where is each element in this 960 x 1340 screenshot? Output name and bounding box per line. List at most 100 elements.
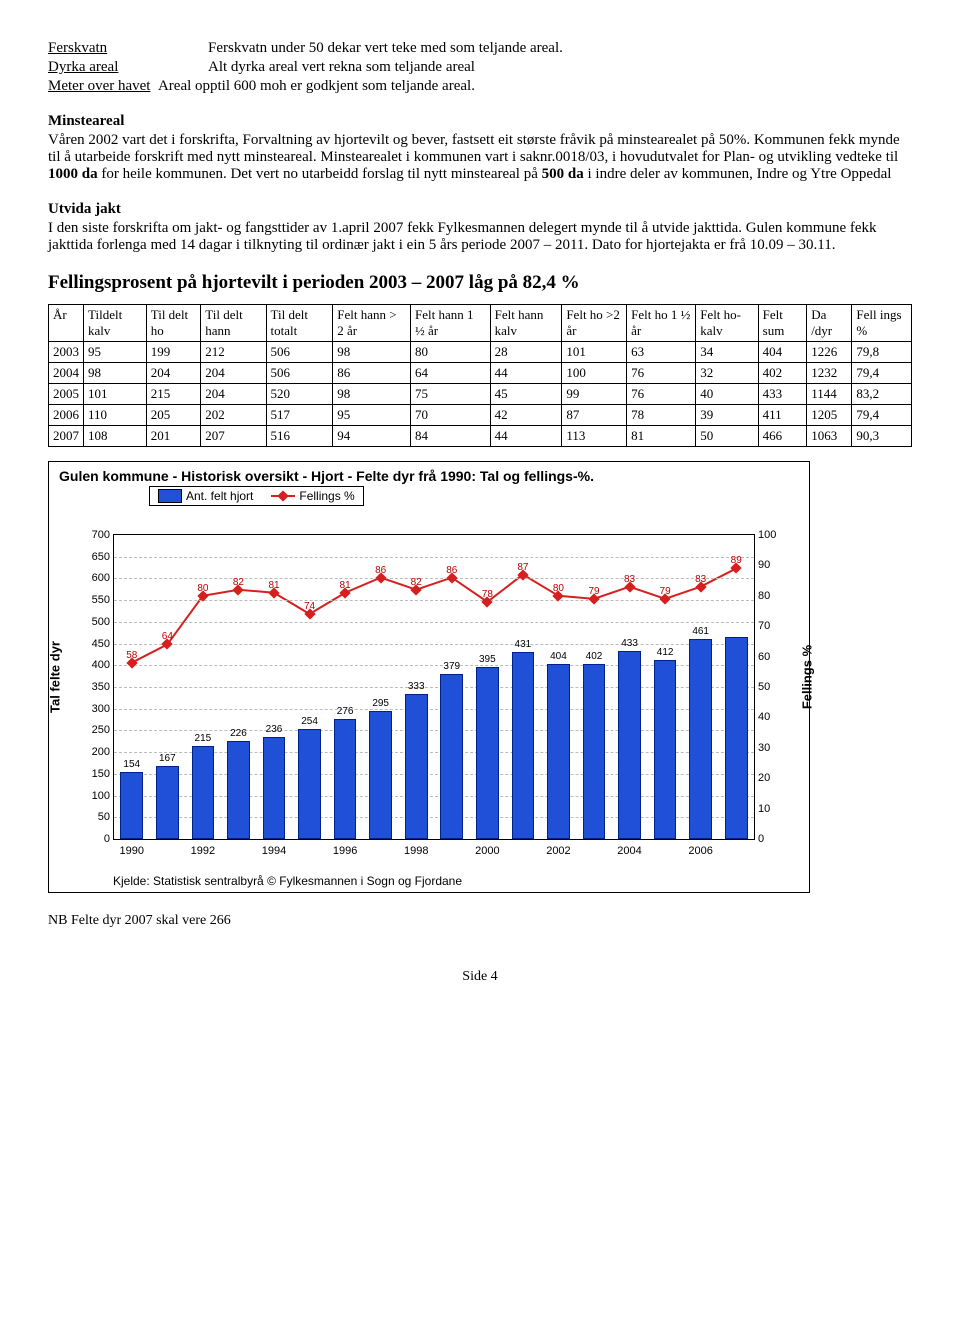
page-number: Side 4 — [48, 969, 912, 985]
table-cell: 520 — [266, 384, 333, 405]
table-cell: 63 — [627, 342, 696, 363]
y-axis-right-label: Fellings % — [800, 577, 815, 777]
table-cell: 80 — [411, 342, 491, 363]
table-header: Felt hann > 2 år — [333, 305, 411, 342]
table-header: År — [49, 305, 84, 342]
table-cell: 2006 — [49, 405, 84, 426]
y-tick: 450 — [80, 638, 110, 650]
chart-title: Gulen kommune - Historisk oversikt - Hjo… — [49, 462, 809, 486]
table-cell: 433 — [758, 384, 807, 405]
table-header: Felt hann 1 ½ år — [411, 305, 491, 342]
table-cell: 204 — [201, 384, 266, 405]
bar — [689, 639, 712, 839]
x-tick: 2002 — [546, 845, 570, 857]
table-cell: 108 — [84, 426, 147, 447]
y-tick-right: 0 — [758, 833, 784, 845]
y-tick: 0 — [80, 833, 110, 845]
def-term: Ferskvatn — [48, 40, 208, 57]
table-header: Tildelt kalv — [84, 305, 147, 342]
table-cell: 205 — [146, 405, 201, 426]
y-tick: 600 — [80, 572, 110, 584]
table-cell: 110 — [84, 405, 147, 426]
line-label: 82 — [233, 577, 244, 588]
table-cell: 202 — [201, 405, 266, 426]
y-tick: 100 — [80, 790, 110, 802]
line-label: 58 — [126, 649, 137, 660]
bar-label: 154 — [123, 759, 140, 770]
chart-legend: Ant. felt hjort Fellings % — [149, 486, 364, 506]
table-cell: 76 — [627, 384, 696, 405]
table-row: 20071082012075169484441138150466106390,3 — [49, 426, 912, 447]
y-tick-right: 30 — [758, 742, 784, 754]
y-tick: 350 — [80, 681, 110, 693]
table-cell: 44 — [490, 426, 562, 447]
table-header: Felt hann kalv — [490, 305, 562, 342]
bar-label: 236 — [266, 724, 283, 735]
y-tick: 250 — [80, 724, 110, 736]
chart-container: Gulen kommune - Historisk oversikt - Hjo… — [48, 461, 810, 893]
legend-item-line: Fellings % — [271, 489, 354, 503]
line-label: 81 — [340, 580, 351, 591]
table-cell: 79,4 — [852, 363, 912, 384]
table-cell: 1144 — [807, 384, 852, 405]
bar — [512, 652, 535, 839]
footnote: NB Felte dyr 2007 skal vere 266 — [48, 913, 912, 929]
table-cell: 32 — [696, 363, 758, 384]
y-tick: 700 — [80, 529, 110, 541]
y-tick: 200 — [80, 746, 110, 758]
table-cell: 1232 — [807, 363, 852, 384]
x-tick: 2000 — [475, 845, 499, 857]
bar-label: 412 — [657, 647, 674, 658]
table-cell: 40 — [696, 384, 758, 405]
table-cell: 86 — [333, 363, 411, 384]
bar-swatch-icon — [158, 489, 182, 503]
y-tick: 150 — [80, 768, 110, 780]
y-tick: 500 — [80, 616, 110, 628]
utvida-body: I den siste forskrifta om jakt- og fangs… — [48, 220, 912, 254]
x-tick: 2006 — [688, 845, 712, 857]
y-tick: 650 — [80, 551, 110, 563]
y-tick: 400 — [80, 659, 110, 671]
table-cell: 76 — [627, 363, 696, 384]
bar-label: 295 — [372, 698, 389, 709]
chart-source: Kjelde: Statistisk sentralbyrå © Fylkesm… — [113, 874, 462, 888]
table-header: Til delt totalt — [266, 305, 333, 342]
bar — [618, 651, 641, 839]
bar-label: 276 — [337, 706, 354, 717]
table-cell: 87 — [562, 405, 627, 426]
def-row: Meter over havet Areal opptil 600 moh er… — [48, 78, 912, 95]
table-cell: 212 — [201, 342, 266, 363]
table-cell: 34 — [696, 342, 758, 363]
bar — [405, 694, 428, 839]
legend-label: Ant. felt hjort — [186, 489, 253, 503]
line-label: 64 — [162, 631, 173, 642]
y-tick: 550 — [80, 594, 110, 606]
y-tick-right: 90 — [758, 559, 784, 571]
table-cell: 506 — [266, 363, 333, 384]
bold-1000da: 1000 da — [48, 166, 98, 182]
utvida-heading: Utvida jakt — [48, 201, 912, 218]
table-cell: 28 — [490, 342, 562, 363]
line-label: 89 — [731, 555, 742, 566]
bar-label: 431 — [515, 639, 532, 650]
x-tick: 1990 — [120, 845, 144, 857]
table-header: Felt ho-kalv — [696, 305, 758, 342]
table-cell: 39 — [696, 405, 758, 426]
bar — [120, 772, 143, 839]
x-tick: 2004 — [617, 845, 641, 857]
bar-label: 226 — [230, 728, 247, 739]
table-cell: 201 — [146, 426, 201, 447]
line-label: 81 — [268, 580, 279, 591]
table-cell: 207 — [201, 426, 266, 447]
plot-area: 0501001502002503003504004505005506006507… — [113, 534, 755, 840]
bar-label: 461 — [692, 626, 709, 637]
x-tick: 1996 — [333, 845, 357, 857]
y-tick-right: 40 — [758, 711, 784, 723]
table-cell: 94 — [333, 426, 411, 447]
x-tick: 1992 — [191, 845, 215, 857]
line-label: 87 — [517, 561, 528, 572]
bar — [192, 746, 215, 839]
table-row: 2006110205202517957042877839411120579,4 — [49, 405, 912, 426]
line-label: 78 — [482, 589, 493, 600]
table-header: Felt ho 1 ½ år — [627, 305, 696, 342]
